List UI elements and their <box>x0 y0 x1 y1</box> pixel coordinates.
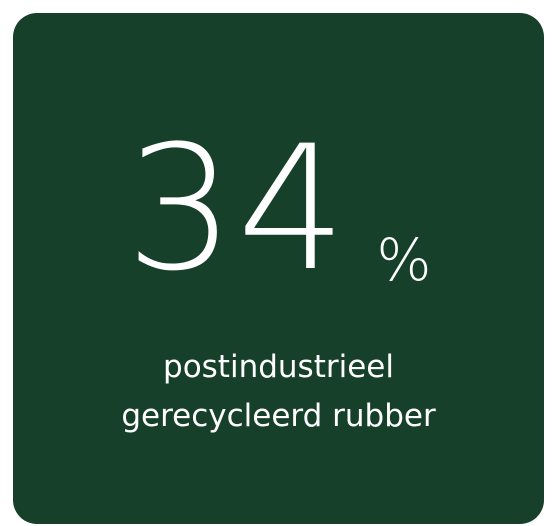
stat-card: 34 % postindustrieel gerecycleerd rubber <box>13 13 544 524</box>
stat-caption: postindustrieel gerecycleerd rubber <box>13 343 544 441</box>
caption-line-1: postindustrieel <box>163 349 394 385</box>
stat-row: 34 % <box>13 108 544 309</box>
stat-value: 34 <box>125 108 349 309</box>
stat-unit: % <box>376 226 432 294</box>
caption-line-2: gerecycleerd rubber <box>121 398 436 434</box>
